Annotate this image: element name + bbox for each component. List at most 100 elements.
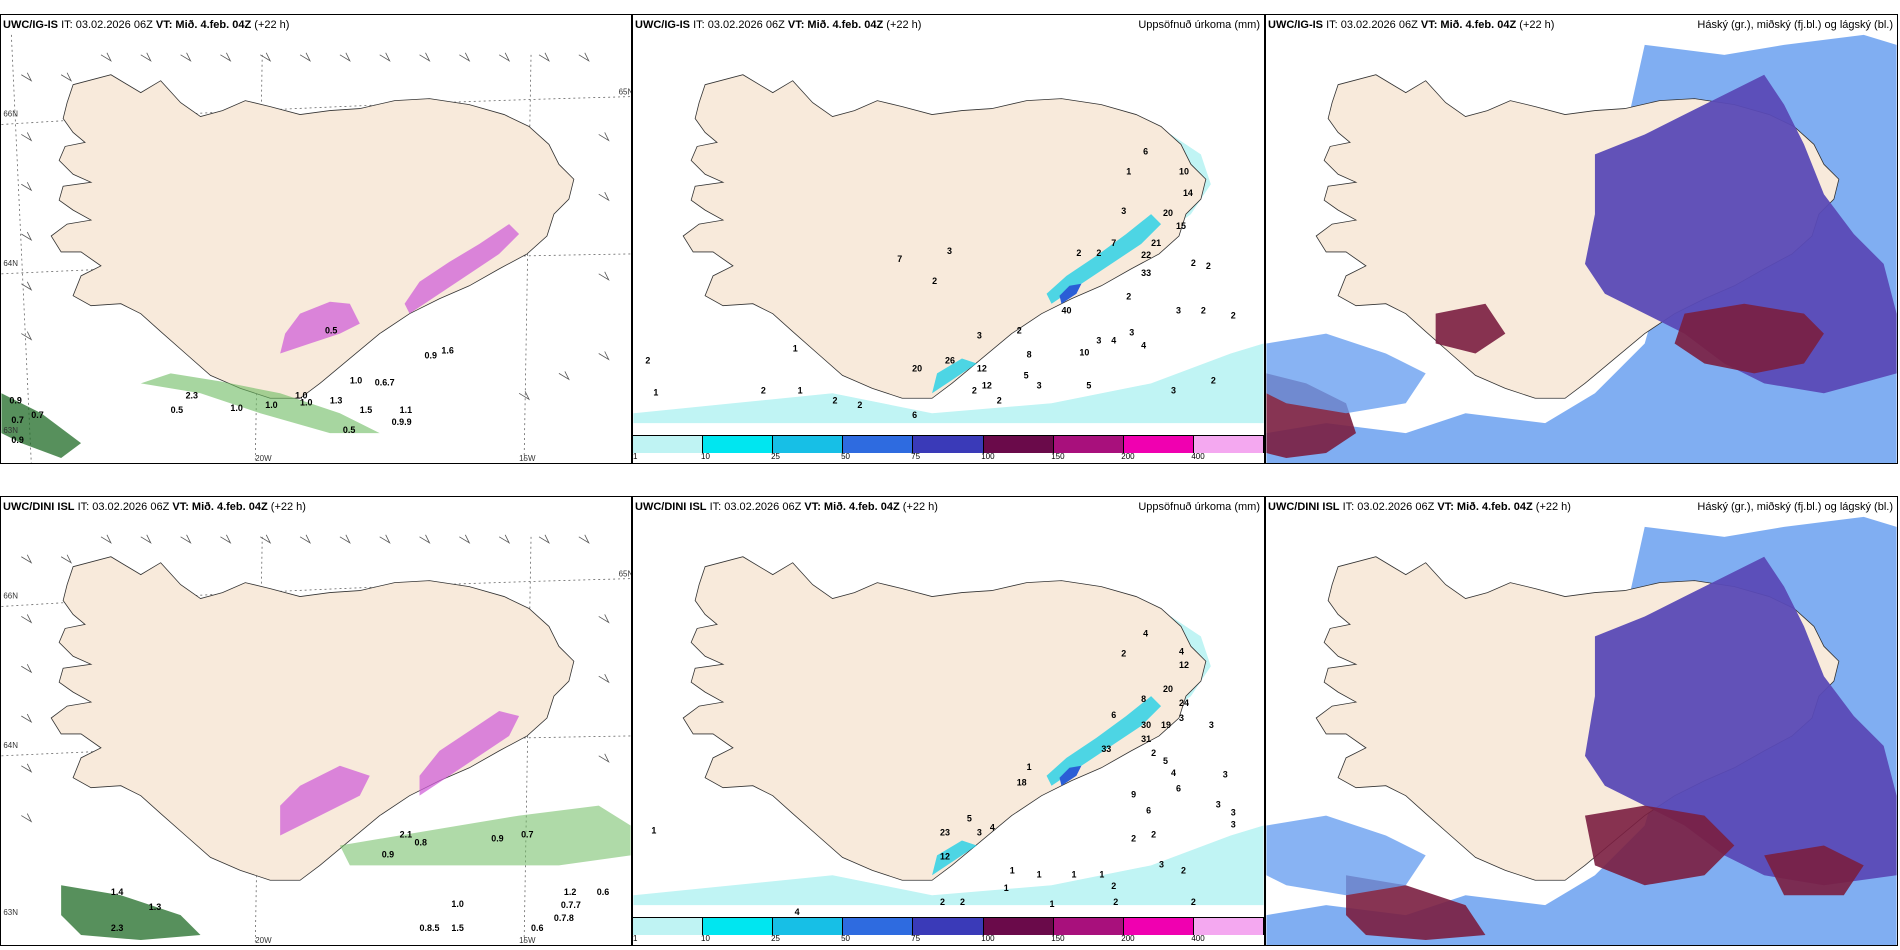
precip-label: 3	[977, 331, 982, 341]
valid-time: Mið. 4.feb. 04Z	[191, 501, 268, 513]
wind-labels: 1.2 0.6 0.7.7 0.7.8 1.3 2.3 1.4 0.8.5 0.…	[111, 829, 609, 933]
model-name: UWC/IG-IS	[635, 19, 690, 31]
precip-label: 2	[833, 395, 838, 405]
grid-label: 63N	[3, 908, 18, 917]
panel-precip-row2: 4 2 4 12 20 24 8 6 30 19 31 33 2 3 3 9 6…	[632, 496, 1265, 946]
precip-label: 1	[1004, 883, 1009, 893]
valid-prefix: VT:	[804, 501, 821, 513]
wind-label: 2.1	[400, 829, 412, 839]
wind-label: 0.5	[325, 326, 337, 336]
panel-precip-row1: 6 1 10 14 20 15 21 22 33 2 2 3 2 2 7 3 2…	[632, 14, 1265, 464]
colorbar-swatch	[983, 918, 1054, 935]
valid-prefix: VT:	[1420, 19, 1438, 31]
colorbar-labels: 1 10 25 50 75 100 150 200 400	[633, 934, 1264, 945]
panel-title: UWC/DINI ISL IT: 03.02.2026 06Z VT: Mið.…	[1268, 501, 1571, 513]
precip-label: 1	[1071, 869, 1076, 879]
colorbar-swatch	[773, 918, 844, 935]
init-time: IT: 03.02.2026 06Z	[77, 501, 170, 513]
precip-light-area	[633, 616, 1264, 906]
colorbar-tick: 75	[911, 452, 921, 461]
precip-label: 12	[982, 380, 992, 390]
precip-label: 2	[940, 897, 945, 907]
precip-label: 1	[793, 343, 798, 353]
wind-label: 1.3	[149, 902, 161, 912]
wind-label: 0.5	[343, 425, 355, 435]
grid-label: 63N	[3, 426, 18, 435]
precip-label: 2	[1076, 248, 1081, 258]
colorbar-swatch	[843, 918, 914, 935]
precip-label: 2	[1121, 648, 1126, 658]
valid-time: Mið. 4.feb. 04Z	[807, 19, 884, 31]
precip-label: 3	[1121, 206, 1126, 216]
precip-label: 15	[1176, 221, 1186, 231]
colorbar-swatch	[773, 436, 844, 453]
precip-label: 6	[1143, 146, 1148, 156]
precip-label: 2	[1126, 292, 1131, 302]
panel-title: UWC/DINI ISL IT: 03.02.2026 06Z VT: Mið.…	[635, 501, 938, 513]
precip-label: 1	[1027, 762, 1032, 772]
panel-title: UWC/IG-IS IT: 03.02.2026 06Z VT: Mið. 4.…	[3, 19, 289, 31]
precip-label: 2	[761, 385, 766, 395]
model-name: UWC/DINI ISL	[1268, 501, 1340, 513]
colorbar-tick: 400	[1191, 452, 1205, 461]
colorbar-tick: 50	[841, 934, 851, 943]
precip-label: 4	[1179, 646, 1184, 656]
precip-label: 6	[912, 410, 917, 420]
precip-label: 2	[1181, 865, 1186, 875]
precip-label: 26	[945, 355, 955, 365]
grid-label: 66N	[3, 110, 18, 119]
iceland-land	[50, 74, 575, 399]
valid-prefix: VT:	[787, 19, 805, 31]
map-wind-row2: 1.2 0.6 0.7.7 0.7.8 1.3 2.3 1.4 0.8.5 0.…	[1, 534, 631, 945]
wind-label: 1.4	[111, 887, 123, 897]
graticule-labels: 20W 15W 64N 66N 63N 65N	[3, 570, 631, 945]
wind-label: 2.3	[111, 923, 123, 933]
panel-cloud-row2: UWC/DINI ISL IT: 03.02.2026 06Z VT: Mið.…	[1265, 496, 1898, 946]
init-time: IT: 03.02.2026 06Z	[1326, 19, 1418, 31]
precip-label: 23	[940, 827, 950, 837]
precip-label: 2	[645, 355, 650, 365]
lead-time: (+22 h)	[1535, 501, 1571, 513]
precip-label: 5	[1163, 756, 1168, 766]
colorbar-tick: 100	[981, 934, 995, 943]
colorbar-tick: 150	[1051, 934, 1065, 943]
precip-labels: 4 2 4 12 20 24 8 6 30 19 31 33 2 3 3 9 6…	[651, 628, 1235, 917]
precip-label: 2	[1111, 881, 1116, 891]
map-wind-row1: 0.9 0.7 0.7 0.9 1.0 0.5 2.3 1.0 1.0 1.3 …	[1, 34, 631, 463]
precip-label: 2	[1131, 833, 1136, 843]
valid-prefix: VT:	[1437, 501, 1454, 513]
colorbar-swatch	[703, 436, 774, 453]
lead-time: (+22 h)	[270, 501, 306, 513]
snow-shading	[140, 373, 380, 434]
panel-right-title: Uppsöfnuð úrkoma (mm)	[1138, 19, 1260, 31]
precip-label: 3	[1159, 859, 1164, 869]
precip-label: 20	[1163, 684, 1173, 694]
precip-labels: 6 1 10 14 20 15 21 22 33 2 2 3 2 2 7 3 2…	[645, 146, 1235, 420]
grid-label: 15W	[519, 936, 536, 945]
precip-label: 8	[1027, 349, 1032, 359]
wind-label: 0.7	[11, 415, 23, 425]
colorbar-tick: 10	[701, 452, 710, 461]
cloud-west-lightblue	[1266, 815, 1426, 896]
precip-label: 1	[651, 825, 656, 835]
cloud-midlevel	[1584, 74, 1897, 394]
init-time: IT: 03.02.2026 06Z	[693, 19, 785, 31]
precip-mid-area	[932, 696, 1162, 876]
colorbar-tick: 200	[1121, 452, 1135, 461]
colorbar-swatch	[633, 436, 704, 453]
wind-label: 1.0	[350, 375, 362, 385]
map-precip-row2: 4 2 4 12 20 24 8 6 30 19 31 33 2 3 3 9 6…	[633, 556, 1264, 917]
precip-high-area	[1059, 765, 1082, 786]
precip-high-area	[1059, 283, 1082, 304]
wind-label: 0.7	[521, 829, 533, 839]
panel-right-title: Háský (gr.), miðský (fj.bl.) og lágský (…	[1697, 19, 1893, 31]
precip-label: 4	[990, 823, 995, 833]
precip-label: 2	[1017, 326, 1022, 336]
colorbar-swatch	[913, 918, 984, 935]
precip-label: 2	[1201, 306, 1206, 316]
precip-label: 3	[1231, 808, 1236, 818]
grid-label: 64N	[3, 741, 18, 750]
colorbar-swatch	[1193, 436, 1264, 453]
precip-shading	[280, 711, 520, 836]
cloud-midlevel	[1584, 556, 1897, 886]
